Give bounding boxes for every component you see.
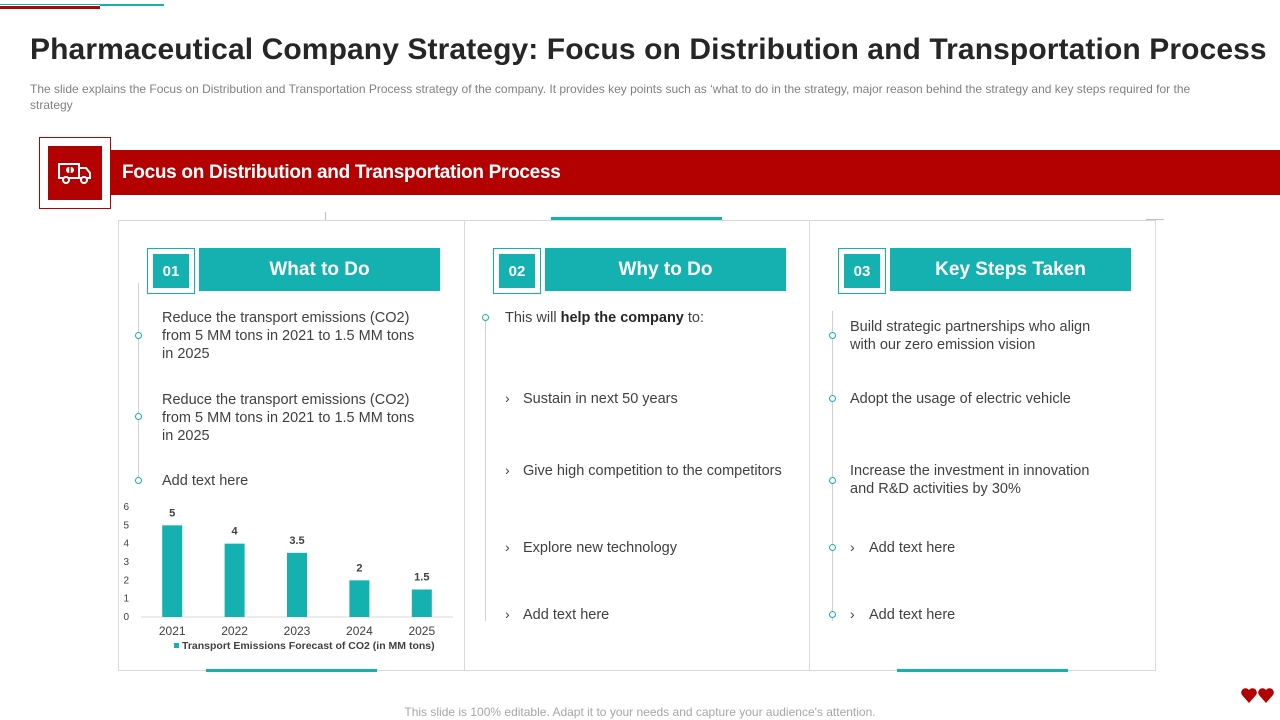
chart-category-label: 2024 — [346, 624, 373, 638]
list-item: Add text here — [162, 473, 249, 489]
bullet-dot — [135, 413, 142, 420]
chart-data-label: 5 — [169, 507, 175, 519]
list-item: Give high competition to the competitors — [523, 463, 782, 479]
page-title: Pharmaceutical Company Strategy: Focus o… — [30, 33, 1267, 66]
emissions-bar-chart: 0 1 2 3 4 5 6 5 2021 4 2022 3.5 2023 2 2024 1.5 2025 Tran… — [123, 502, 453, 652]
chevron-right-icon: › — [505, 539, 510, 555]
chart-y-tick-label: 3 — [123, 557, 129, 568]
chart-y-tick-label: 2 — [123, 575, 129, 586]
chart-data-label: 2 — [356, 562, 362, 574]
card-what-to-do: 01 What to Do Reduce the transport emiss… — [118, 220, 465, 671]
card-number-frame: 02 — [493, 248, 541, 294]
chart-y-tick-label: 5 — [123, 520, 129, 531]
chart-category-label: 2023 — [284, 624, 311, 638]
decor-tick — [1146, 219, 1164, 220]
list-item: Increase the investment in innovation an… — [850, 463, 1090, 497]
bullet-dot — [829, 477, 836, 484]
chart-y-tick-label: 0 — [123, 612, 129, 623]
decor-tick — [325, 212, 326, 226]
chevron-right-icon: › — [850, 606, 855, 622]
intro-text: This will help the company to: — [505, 310, 705, 326]
chart-bar — [162, 525, 183, 617]
bullet-dot — [135, 332, 142, 339]
hearts-logo-icon — [1240, 687, 1276, 710]
bullet-dot — [482, 314, 489, 321]
timeline-line — [138, 283, 139, 483]
card-why-to-do: 02 Why to Do This will help the company … — [464, 220, 811, 671]
bullet-dot — [829, 611, 836, 618]
list-item: Add text here — [523, 607, 610, 623]
chart-y-tick-label: 6 — [123, 502, 129, 513]
chevron-right-icon: › — [505, 462, 510, 478]
chart-bar — [287, 552, 307, 617]
bullet-dot — [829, 332, 836, 339]
footer-note: This slide is 100% editable. Adapt it to… — [404, 705, 876, 719]
chart-bar — [411, 589, 432, 617]
banner-icon-frame — [39, 137, 111, 209]
card-number: 02 — [499, 254, 535, 288]
card-accent-bottom — [206, 669, 377, 672]
chart-data-label: 1.5 — [414, 572, 429, 584]
top-accent-line — [0, 4, 100, 5]
bullet-dot — [829, 544, 836, 551]
chart-category-label: 2022 — [221, 624, 248, 638]
chevron-right-icon: › — [850, 539, 855, 555]
timeline-line — [832, 311, 833, 621]
chart-y-tick-label: 1 — [123, 594, 129, 605]
list-item: Add text here — [869, 540, 956, 556]
list-item: Build strategic partnerships who align w… — [850, 319, 1091, 353]
card-heading: What to Do — [199, 248, 440, 291]
card-accent-bottom — [897, 669, 1068, 672]
card-number: 01 — [153, 254, 189, 288]
banner-label: Focus on Distribution and Transportation… — [122, 162, 561, 183]
top-accent-red — [0, 6, 100, 9]
chevron-right-icon: › — [505, 606, 510, 622]
list-item: Adopt the usage of electric vehicle — [850, 391, 1071, 407]
list-item: Add text here — [869, 607, 956, 623]
card-number-frame: 01 — [147, 248, 195, 294]
bullet-dot — [135, 477, 142, 484]
chart-data-label: 3.5 — [289, 535, 304, 547]
top-accent-teal — [100, 4, 164, 6]
card-number-frame: 03 — [838, 248, 886, 294]
card-number: 03 — [844, 254, 880, 288]
chart-bar — [349, 580, 370, 617]
list-item: Reduce the transport emissions (CO2) fro… — [162, 310, 415, 362]
card-heading: Key Steps Taken — [890, 248, 1131, 291]
card-key-steps: 03 Key Steps Taken Build strategic partn… — [809, 220, 1156, 671]
chart-bar — [224, 543, 245, 617]
list-item: Reduce the transport emissions (CO2) fro… — [162, 392, 415, 444]
chart-category-label: 2021 — [159, 624, 186, 638]
chart-y-tick-label: 4 — [123, 539, 129, 550]
delivery-truck-icon — [48, 146, 102, 200]
chart-data-label: 4 — [232, 526, 239, 538]
bullet-dot — [829, 395, 836, 402]
section-banner: Focus on Distribution and Transportation… — [100, 150, 1280, 195]
chevron-right-icon: › — [505, 390, 510, 406]
list-item: Sustain in next 50 years — [523, 391, 678, 407]
page-subtitle: The slide explains the Focus on Distribu… — [30, 82, 1191, 112]
card-heading: Why to Do — [545, 248, 786, 291]
chart-legend-swatch — [174, 643, 179, 648]
timeline-line — [485, 321, 486, 621]
chart-legend-label: Transport Emissions Forecast of CO2 (in … — [182, 640, 435, 652]
chart-category-label: 2025 — [408, 624, 435, 638]
card-accent-top — [551, 217, 722, 220]
list-item: Explore new technology — [523, 540, 677, 556]
